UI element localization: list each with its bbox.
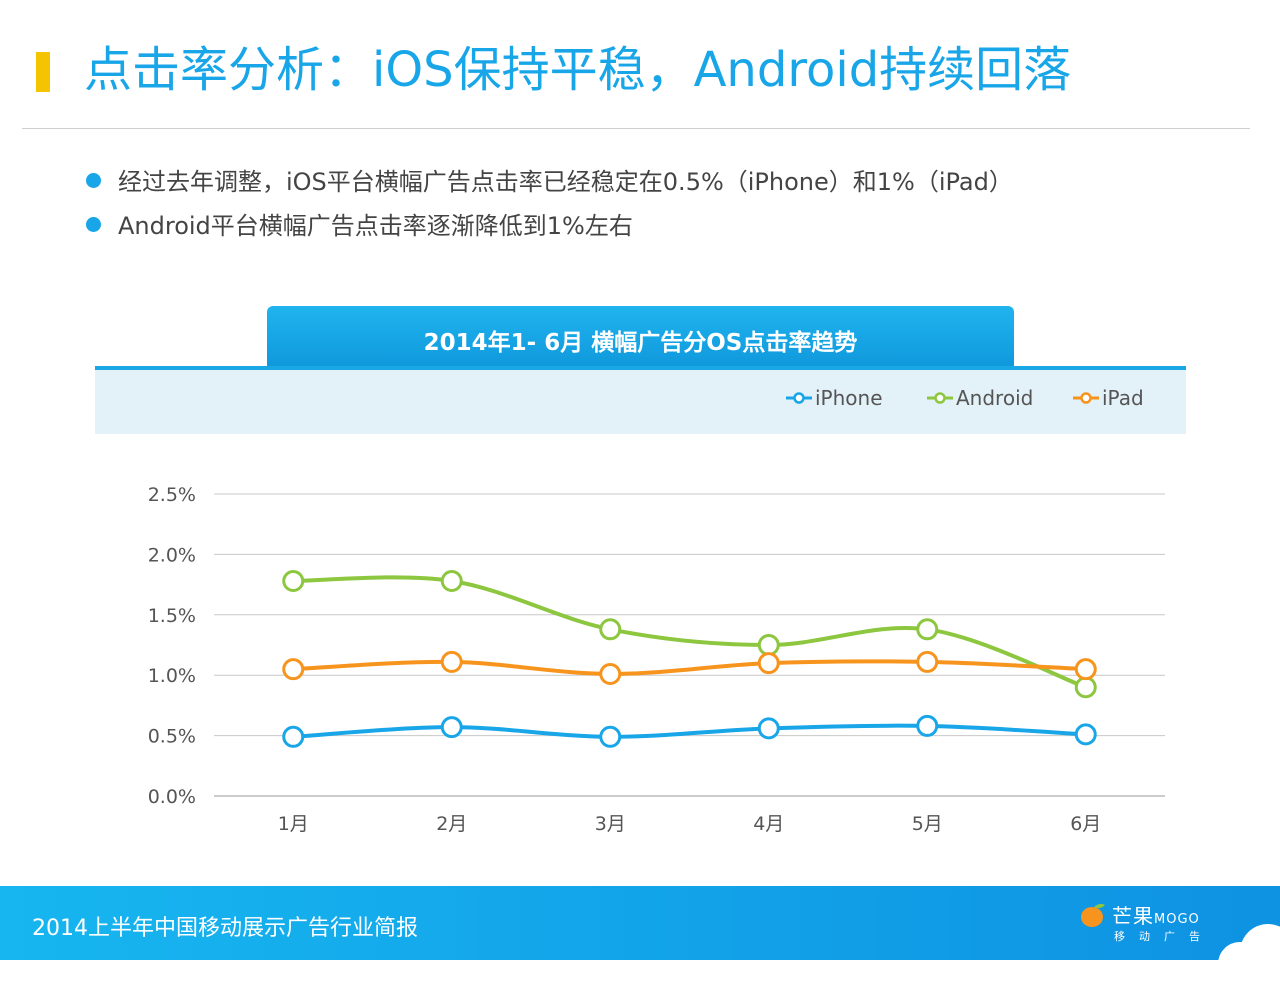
chart-title-tab: 2014年1- 6月 横幅广告分OS点击率趋势	[267, 306, 1014, 368]
legend-label: iPad	[1102, 386, 1144, 410]
bullet-item: Android平台横幅广告点击率逐渐降低到1%左右	[86, 204, 1013, 248]
x-tick-label: 2月	[436, 813, 467, 835]
footer-bar: 2014上半年中国移动展示广告行业简报 芒果MOGO 移动广告	[0, 886, 1280, 984]
data-point-ipad	[916, 650, 939, 673]
data-point-android	[1074, 676, 1097, 699]
bullet-dot-icon	[86, 173, 101, 188]
bullet-list: 经过去年调整，iOS平台横幅广告点击率已经稳定在0.5%（iPhone）和1%（…	[86, 160, 1013, 248]
data-point-iphone	[916, 714, 939, 737]
cloud-decoration	[1218, 924, 1280, 984]
chart-title: 2014年1- 6月 横幅广告分OS点击率趋势	[423, 330, 858, 356]
legend-item-iphone: iPhone	[785, 386, 883, 410]
series-line-ipad	[291, 659, 1088, 676]
data-point-ipad	[599, 662, 622, 685]
bullet-text: Android平台横幅广告点击率逐渐降低到1%左右	[118, 212, 633, 240]
data-point-iphone	[282, 725, 305, 748]
line-marker-icon	[786, 392, 812, 404]
logo-subtext: 移动广告	[1114, 930, 1214, 943]
data-point-android	[599, 618, 622, 641]
data-point-android	[282, 569, 305, 592]
data-point-ipad	[282, 658, 305, 681]
mogo-logo: 芒果MOGO 移动广告	[1078, 900, 1228, 950]
title-divider	[22, 128, 1250, 129]
line-marker-icon	[1073, 392, 1099, 404]
y-tick-label: 2.0%	[148, 544, 196, 566]
bullet-dot-icon	[86, 217, 101, 232]
legend-item-ipad: iPad	[1072, 386, 1144, 410]
data-point-iphone	[1074, 723, 1097, 746]
bullet-text: 经过去年调整，iOS平台横幅广告点击率已经稳定在0.5%（iPhone）和1%（…	[118, 168, 1013, 196]
y-tick-label: 0.5%	[148, 726, 196, 748]
x-tick-label: 1月	[278, 813, 309, 835]
data-point-ipad	[757, 652, 780, 675]
data-point-android	[916, 618, 939, 641]
x-tick-label: 5月	[912, 813, 943, 835]
series-line-android	[291, 575, 1088, 690]
x-tick-label: 4月	[753, 813, 784, 835]
data-point-iphone	[440, 716, 463, 739]
footer-title: 2014上半年中国移动展示广告行业简报	[32, 916, 418, 941]
data-point-iphone	[757, 717, 780, 740]
data-point-ipad	[440, 650, 463, 673]
y-tick-label: 1.0%	[148, 665, 196, 687]
mango-icon	[1081, 903, 1105, 927]
data-point-ipad	[1074, 658, 1097, 681]
series-line-iphone	[291, 723, 1088, 739]
logo-text: 芒果MOGO	[1112, 904, 1200, 928]
bullet-item: 经过去年调整，iOS平台横幅广告点击率已经稳定在0.5%（iPhone）和1%（…	[86, 160, 1013, 204]
data-point-android	[440, 569, 463, 592]
x-tick-label: 3月	[595, 813, 626, 835]
chart-header-band	[95, 366, 1186, 370]
y-tick-label: 0.0%	[148, 786, 196, 808]
chart-legend: iPhone Android iPad	[95, 370, 1186, 434]
title-marker	[36, 52, 50, 92]
y-tick-label: 1.5%	[148, 605, 196, 627]
legend-label: iPhone	[815, 386, 883, 410]
y-tick-label: 2.5%	[148, 484, 196, 506]
legend-item-android: Android	[926, 386, 1033, 410]
page-title: 点击率分析：iOS保持平稳，Android持续回落	[84, 42, 1072, 98]
data-point-iphone	[599, 725, 622, 748]
line-chart: 0.0% 0.5% 1.0% 1.5% 2.0% 2.5% 1月 2月 3月 4月 5月 6月	[148, 484, 1165, 835]
x-tick-label: 6月	[1070, 813, 1101, 835]
data-point-android	[757, 634, 780, 656]
line-marker-icon	[927, 392, 953, 404]
legend-label: Android	[956, 386, 1034, 410]
